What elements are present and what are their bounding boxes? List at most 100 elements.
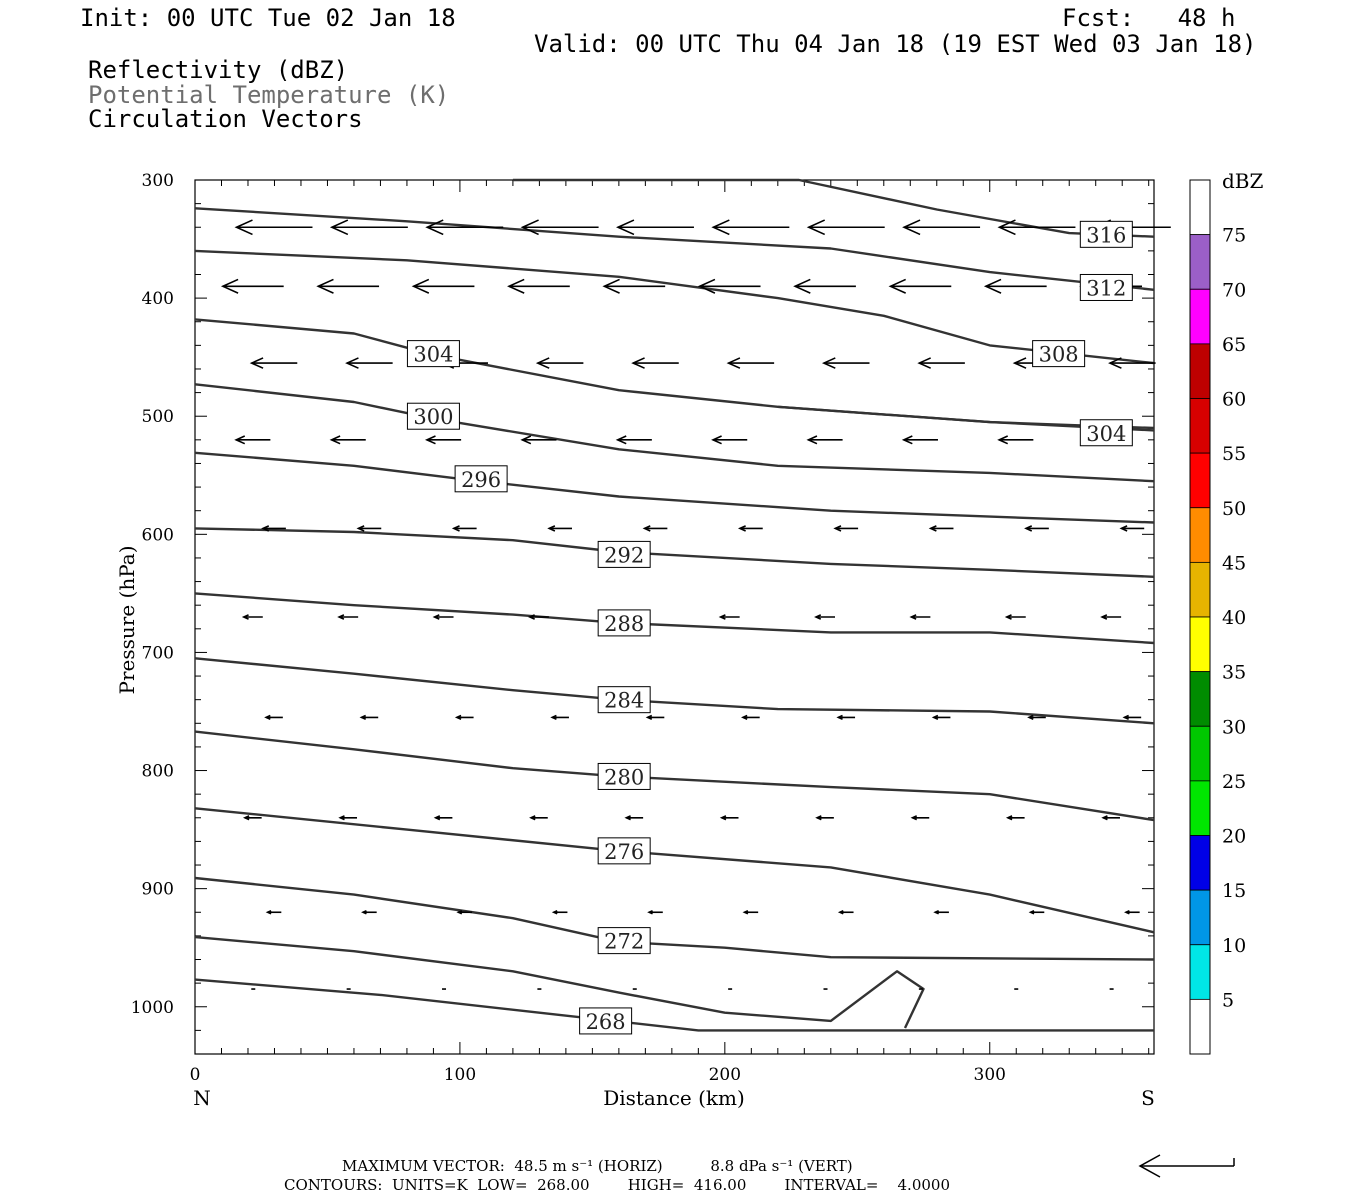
circulation-vector-head (234, 219, 253, 236)
contour-label-272: 272 (604, 930, 644, 954)
circulation-vector-head (711, 435, 722, 445)
circulation-vector-head (624, 815, 631, 821)
circulation-vector-head (997, 435, 1009, 445)
circulation-vector-head (1108, 357, 1122, 369)
colorbar-swatch (1189, 234, 1211, 290)
circulation-vector-head (1028, 910, 1035, 915)
theta-contour-308 (194, 249, 1155, 365)
circulation-vector-head (1005, 815, 1013, 821)
circulation-vector-head (425, 219, 444, 236)
circulation-vector-head (837, 910, 844, 915)
contour-label-316: 316 (1086, 223, 1126, 247)
colorbar-label: 65 (1222, 334, 1246, 356)
colorbar-label: 50 (1222, 498, 1246, 520)
colorbar: 5 10 15 20 25 30 35 40 45 50 55 60 65 70 75 (1189, 179, 1246, 1055)
theta-contour-280 (194, 730, 1155, 822)
theta-contour-304 (194, 318, 1155, 430)
contour-label-box (1079, 220, 1133, 248)
circulation-vector-head (249, 357, 264, 369)
colorbar-frame (1189, 179, 1211, 1055)
y-tick-label: 700 (142, 643, 174, 663)
theta-contour-300 (194, 383, 1155, 483)
contour-label-box (406, 340, 460, 368)
south-end-label: S (1141, 1086, 1155, 1110)
contour-label-292: 292 (604, 543, 644, 567)
theta-contour-276 (194, 807, 1155, 934)
circulation-vector-head (997, 219, 1016, 236)
y-tick-label: 500 (142, 407, 174, 427)
circulation-vector-head (359, 714, 366, 721)
y-tick-label: 400 (142, 289, 174, 309)
colorbar-swatch (1189, 998, 1211, 1055)
circulation-vector-head (983, 278, 1002, 294)
circulation-vector-head (821, 357, 836, 369)
circulation-vector-head (507, 278, 525, 294)
circulation-vectors (220, 219, 1171, 990)
circulation-vector-head (451, 525, 460, 532)
y-tick-label: 800 (142, 762, 174, 782)
field-title-potential-temperature: Potential Temperature (K) (88, 81, 450, 109)
circulation-vector-head (242, 815, 250, 821)
contour-label-box (597, 686, 651, 714)
circulation-vector-head (741, 714, 748, 721)
colorbar-label: 25 (1222, 771, 1246, 793)
colorbar-label: 55 (1222, 443, 1246, 465)
circulation-vector-head (1100, 614, 1108, 620)
circulation-vector-head (711, 219, 730, 236)
circulation-vector-head (456, 910, 463, 915)
circulation-vector-head (697, 278, 716, 294)
circulation-vector-head (806, 435, 818, 445)
circulation-vector-head (261, 525, 270, 532)
y-axis-title: Pressure (hPa) (115, 546, 139, 695)
circulation-vector-head (793, 278, 811, 294)
contour-label-304: 304 (413, 343, 453, 367)
colorbar-label: 35 (1222, 662, 1246, 684)
circulation-vector-head (234, 435, 246, 445)
colorbar-swatch (1189, 452, 1211, 509)
colorbar-swatch (1189, 507, 1211, 563)
circulation-vector-head (535, 357, 550, 369)
circulation-vector-head (1101, 815, 1108, 821)
circulation-vector-head (361, 910, 367, 915)
contours-note: CONTOURS: UNITS=K LOW= 268.00 HIGH= 416.… (284, 1176, 950, 1194)
colorbar-swatch (1189, 343, 1211, 399)
circulation-vector-head (551, 910, 558, 915)
x-tick-label: 300 (974, 1065, 1006, 1085)
circulation-vector-head (345, 357, 359, 369)
circulation-vector-head (1124, 910, 1130, 915)
circulation-vector-head (337, 614, 345, 620)
theta-contour-272 (194, 935, 925, 1029)
circulation-vector-head (615, 435, 627, 445)
circulation-vector-head (411, 278, 430, 294)
contour-label-308: 308 (1039, 343, 1079, 367)
circulation-vector-head (910, 815, 918, 821)
circulation-vector-head (645, 714, 653, 721)
circulation-vector-head (642, 525, 651, 532)
theta-contours (194, 178, 1155, 1032)
y-tick-label: 600 (142, 525, 174, 545)
circulation-vector-head (432, 614, 440, 620)
circulation-vector-head (917, 357, 931, 369)
contour-label-box (597, 609, 651, 637)
circulation-vector-head (316, 278, 334, 294)
theta-contour-272 (194, 876, 1155, 961)
contour-label-box (579, 1007, 633, 1035)
contour-label-box (1079, 419, 1133, 447)
colorbar-label: 60 (1222, 389, 1246, 411)
circulation-vector-head (1024, 525, 1033, 532)
circulation-vector-head (241, 614, 249, 620)
x-axis-title: Distance (km) (603, 1086, 745, 1110)
x-tick-label: 200 (709, 1065, 741, 1085)
y-tick-label: 300 (142, 171, 174, 191)
north-end-label: N (193, 1086, 211, 1110)
contour-label-296: 296 (461, 468, 501, 492)
contour-label-box (597, 762, 651, 790)
contour-label-box (1032, 340, 1086, 368)
field-title-circulation-vectors: Circulation Vectors (88, 105, 363, 133)
circulation-vector-head (520, 219, 539, 236)
circulation-vector-head (520, 435, 532, 445)
contour-label-268: 268 (586, 1010, 626, 1034)
theta-contour-292 (194, 527, 1155, 578)
circulation-vector-head (329, 219, 349, 236)
